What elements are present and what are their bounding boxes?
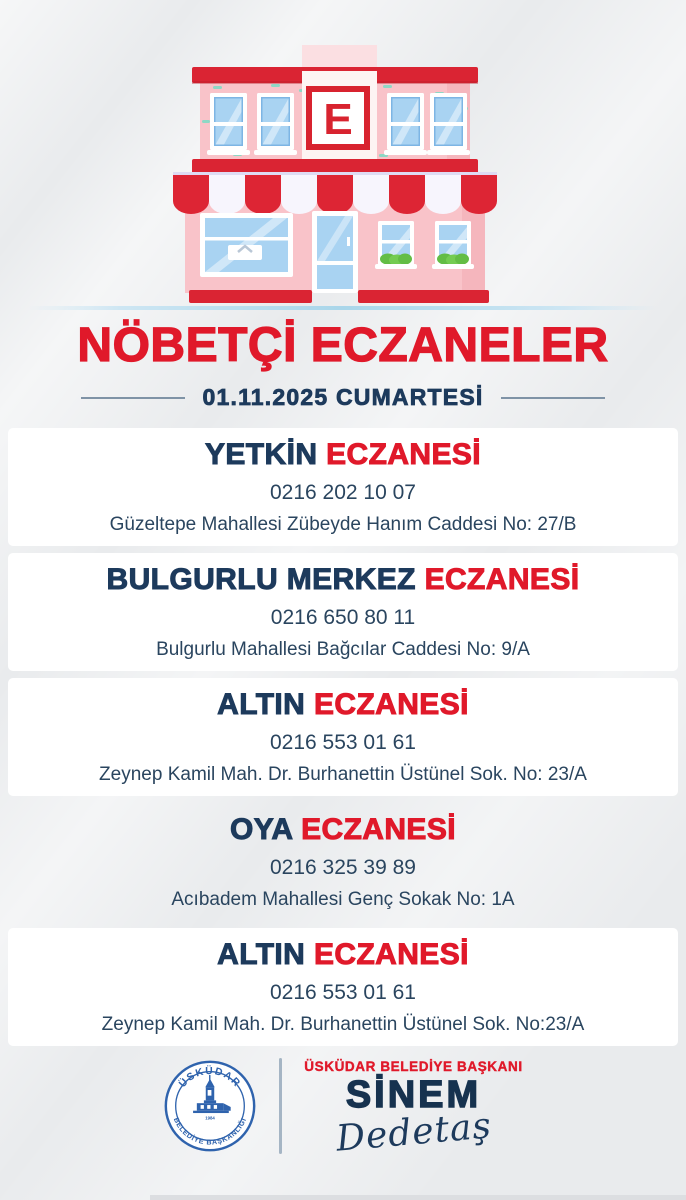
shop-door: [312, 211, 358, 293]
pharmacy-building-illustration: E: [173, 45, 497, 303]
date-row: 01.11.2025 CUMARTESİ: [0, 384, 686, 411]
pharmacy-sign-frame: [306, 86, 370, 150]
pharmacy-name-suffix: ECZANESİ: [424, 563, 580, 597]
bottom-edge-strip: [150, 1195, 686, 1200]
logo-year: 1984: [205, 1116, 215, 1121]
awning: [173, 172, 497, 214]
pharmacy-card: OYA ECZANESİ 0216 325 39 89 Acıbadem Mah…: [8, 803, 678, 921]
pharmacy-name-primary: BULGURLU MERKEZ: [106, 563, 416, 597]
footer: ÜSKÜDAR BELEDİYE BAŞKANLIĞI 1984: [0, 1058, 686, 1160]
building-roof-block: [302, 45, 377, 71]
pharmacy-card: ALTIN ECZANESİ 0216 553 01 61 Zeynep Kam…: [8, 928, 678, 1046]
lower-window: [375, 221, 417, 269]
pharmacy-name: BULGURLU MERKEZ ECZANESİ: [106, 563, 580, 597]
pharmacy-name-primary: ALTIN: [217, 938, 306, 972]
date-divider-left: [80, 396, 185, 399]
upper-window: [384, 93, 427, 155]
pharmacy-name-primary: OYA: [229, 813, 293, 847]
pharmacy-address: Zeynep Kamil Mah. Dr. Burhanettin Üstüne…: [99, 764, 587, 785]
pharmacy-name: ALTIN ECZANESİ: [217, 688, 469, 722]
pharmacy-card: YETKİN ECZANESİ 0216 202 10 07 Güzeltepe…: [8, 428, 678, 546]
pharmacy-phone: 0216 325 39 89: [270, 856, 416, 879]
lower-window: [432, 221, 474, 269]
upper-window: [207, 93, 250, 155]
date-divider-right: [501, 396, 606, 399]
page-title: NÖBETÇİ ECZANELER: [77, 318, 609, 372]
pharmacy-card: ALTIN ECZANESİ 0216 553 01 61 Zeynep Kam…: [8, 678, 678, 796]
pharmacy-sign-letter: E: [323, 95, 352, 144]
footer-divider: [279, 1058, 283, 1154]
pharmacy-address: Acıbadem Mahallesi Genç Sokak No: 1A: [171, 889, 515, 910]
pharmacy-name-suffix: ECZANESİ: [313, 688, 469, 722]
mayor-first-name: SİNEM: [345, 1074, 482, 1117]
pharmacy-phone: 0216 202 10 07: [270, 481, 416, 504]
upper-window: [427, 93, 470, 155]
pharmacy-phone: 0216 553 01 61: [270, 981, 416, 1004]
mayor-title: ÜSKÜDAR BELEDİYE BAŞKANI: [304, 1059, 523, 1075]
pharmacy-list: YETKİN ECZANESİ 0216 202 10 07 Güzeltepe…: [0, 428, 686, 1053]
pharmacy-address: Güzeltepe Mahallesi Zübeyde Hanım Caddes…: [109, 514, 577, 535]
pharmacy-name-suffix: ECZANESİ: [313, 938, 469, 972]
uskudar-municipality-logo: ÜSKÜDAR BELEDİYE BAŞKANLIĞI 1984: [164, 1060, 256, 1152]
pharmacy-card: BULGURLU MERKEZ ECZANESİ 0216 650 80 11 …: [8, 553, 678, 671]
storefront-window: [200, 213, 293, 277]
date-text: 01.11.2025 CUMARTESİ: [202, 384, 484, 411]
pharmacy-address: Bulgurlu Mahallesi Bağcılar Caddesi No: …: [156, 639, 530, 660]
maiden-tower-icon: [193, 1074, 231, 1114]
pharmacy-address: Zeynep Kamil Mah. Dr. Burhanettin Üstüne…: [101, 1014, 585, 1035]
pharmacy-name-suffix: ECZANESİ: [301, 813, 456, 847]
pharmacy-name-primary: YETKİN: [204, 438, 318, 472]
pharmacy-name-primary: ALTIN: [217, 688, 306, 722]
mayor-block: ÜSKÜDAR BELEDİYE BAŞKANI SİNEM Dedetaş: [304, 1059, 523, 1160]
pharmacy-name: YETKİN ECZANESİ: [204, 438, 482, 472]
upper-window: [254, 93, 297, 155]
ground-line: [28, 306, 658, 310]
pharmacy-name-suffix: ECZANESİ: [326, 438, 482, 472]
pharmacy-name: ALTIN ECZANESİ: [217, 938, 469, 972]
pharmacy-name: OYA ECZANESİ: [229, 813, 456, 847]
pharmacy-phone: 0216 553 01 61: [270, 731, 416, 754]
pharmacy-phone: 0216 650 80 11: [270, 606, 416, 629]
